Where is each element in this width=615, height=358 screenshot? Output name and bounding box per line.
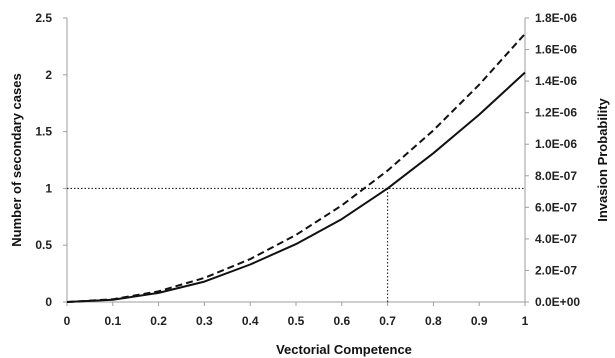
- y2-tick-label: 1.0E-06: [535, 137, 577, 151]
- x-tick-label: 0.5: [288, 314, 305, 328]
- x-tick-label: 0.7: [379, 314, 396, 328]
- x-tick-labels: 0 0.1 0.2 0.3 0.4 0.5 0.6 0.7 0.8 0.9 1: [64, 314, 529, 328]
- x-tick-label: 0.2: [150, 314, 167, 328]
- y2-tick-label: 1.2E-06: [535, 106, 577, 120]
- axes: [63, 17, 529, 306]
- y2-tick-label: 1.8E-06: [535, 11, 577, 25]
- x-tick-label: 0.1: [104, 314, 121, 328]
- reference-lines: [67, 187, 525, 302]
- y2-tick-label: 4.0E-07: [535, 232, 577, 246]
- x-tick-label: 0: [64, 314, 71, 328]
- x-tick-label: 0.3: [196, 314, 213, 328]
- y-axis-title: Number of secondary cases: [9, 73, 24, 246]
- y2-tick-label: 6.0E-07: [535, 200, 577, 214]
- solid-series-line: [66, 71, 526, 303]
- y-tick-label: 2.5: [35, 11, 52, 25]
- y-tick-label: 2: [45, 68, 52, 82]
- y2-tick-label: 1.4E-06: [535, 74, 577, 88]
- y-tick-labels: 0 0.5 1 1.5 2 2.5: [35, 11, 52, 309]
- dashed-series-line: [66, 33, 526, 303]
- x-tick-label: 0.6: [333, 314, 350, 328]
- y-tick-label: 0.5: [35, 238, 52, 252]
- y2-tick-labels: 0.0E+00 2.0E-07 4.0E-07 6.0E-07 8.0E-07 1.0E-…: [535, 11, 580, 309]
- x-tick-label: 0.4: [242, 314, 259, 328]
- x-tick-label: 0.8: [425, 314, 442, 328]
- x-tick-label: 0.9: [471, 314, 488, 328]
- y-tick-label: 1.5: [35, 125, 52, 139]
- y-tick-label: 0: [45, 295, 52, 309]
- y-tick-label: 1: [45, 181, 52, 195]
- y2-axis-title: Invasion Probability: [595, 97, 610, 221]
- series-group: [66, 33, 526, 303]
- x-axis-title: Vectorial Competence: [276, 342, 412, 357]
- y2-tick-label: 8.0E-07: [535, 169, 577, 183]
- y2-tick-label: 1.6E-06: [535, 43, 577, 57]
- x-tick-label: 1: [522, 314, 529, 328]
- y2-tick-label: 0.0E+00: [535, 295, 580, 309]
- y2-tick-label: 2.0E-07: [535, 263, 577, 277]
